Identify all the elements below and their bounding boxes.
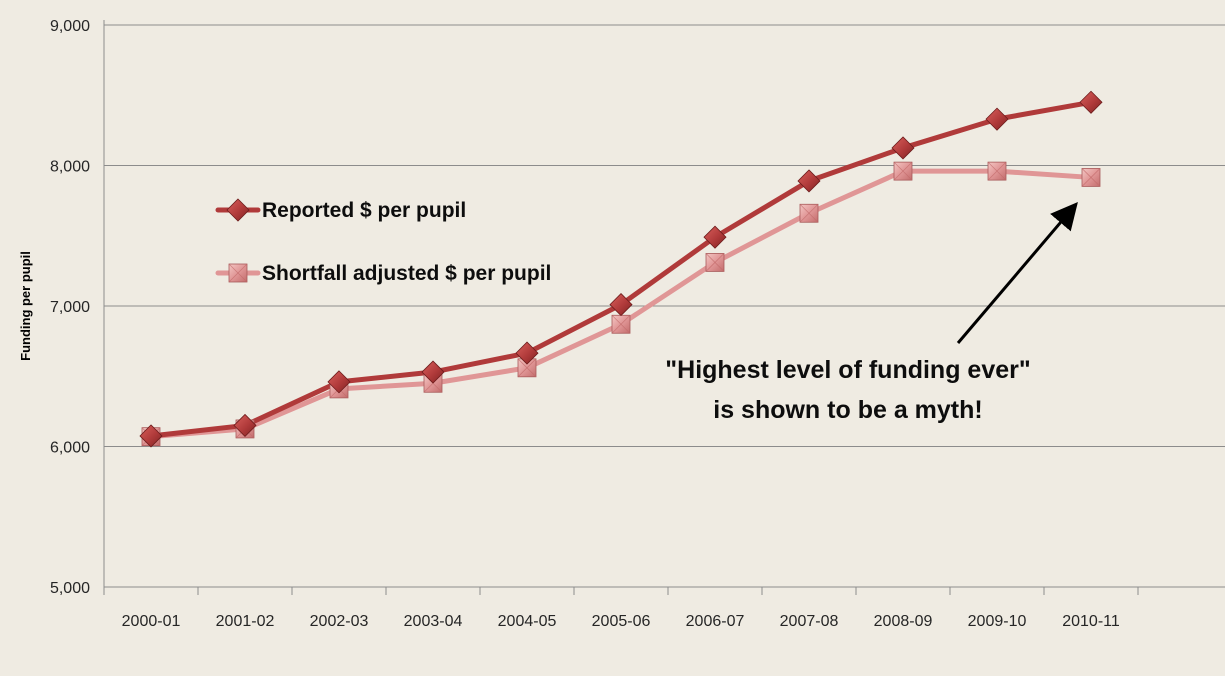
y-tick-label: 8,000: [50, 159, 90, 176]
legend-entry: Shortfall adjusted $ per pupil: [215, 262, 551, 285]
x-tick-label: 2000-01: [122, 613, 181, 630]
square-marker-bevel: [611, 314, 631, 334]
y-tick-label: 5,000: [50, 580, 90, 597]
y-tick-label: 7,000: [50, 299, 90, 316]
data-point-reported: [891, 136, 915, 160]
y-tick-label: 9,000: [50, 18, 90, 35]
x-tick-label: 2010-11: [1062, 613, 1120, 630]
x-tick-label: 2008-09: [874, 613, 933, 630]
x-tick-label: 2006-07: [686, 613, 745, 630]
x-tick-label: 2002-03: [310, 613, 369, 630]
square-marker-bevel: [705, 253, 725, 272]
square-marker-bevel: [517, 358, 537, 378]
annotation-arrow: [956, 202, 1078, 344]
legend-label: Shortfall adjusted $ per pupil: [262, 262, 551, 285]
square-marker-bevel: [799, 203, 819, 223]
y-tick-label: 6,000: [50, 440, 90, 457]
data-point-reported: [797, 169, 821, 193]
data-point-reported: [421, 360, 445, 384]
data-point-adjusted: [987, 161, 1007, 181]
data-point-adjusted: [517, 358, 537, 378]
legend-swatch-marker: [228, 263, 248, 283]
data-point-reported: [327, 370, 351, 394]
data-point-adjusted: [611, 314, 631, 334]
legend-swatch-marker: [226, 198, 250, 222]
data-point-adjusted: [1081, 168, 1101, 187]
x-tick-label: 2001-02: [216, 613, 275, 630]
x-tick-label: 2005-06: [592, 613, 651, 630]
square-marker-bevel: [228, 263, 248, 283]
x-tick-label: 2003-04: [404, 613, 463, 630]
annotation-text: is shown to be a myth!: [713, 396, 982, 424]
legend-entry: Reported $ per pupil: [215, 198, 466, 222]
data-point-adjusted: [799, 203, 819, 223]
data-point-adjusted: [893, 161, 913, 181]
legend-label: Reported $ per pupil: [262, 199, 466, 222]
data-point-reported: [609, 293, 633, 317]
y-axis-title: Funding per pupil: [18, 251, 33, 361]
data-point-adjusted: [705, 253, 725, 272]
x-tick-label: 2009-10: [968, 613, 1027, 630]
x-tick-label: 2007-08: [780, 613, 839, 630]
data-point-reported: [703, 225, 727, 249]
data-point-reported: [139, 424, 163, 448]
square-marker-bevel: [1081, 168, 1101, 187]
annotation-text: "Highest level of funding ever": [665, 356, 1030, 384]
data-point-reported: [233, 413, 257, 437]
data-point-reported: [1079, 90, 1103, 114]
data-point-reported: [985, 107, 1009, 131]
data-point-reported: [515, 341, 539, 365]
x-tick-label: 2004-05: [498, 613, 557, 630]
square-marker-bevel: [987, 161, 1007, 181]
square-marker-bevel: [893, 161, 913, 181]
